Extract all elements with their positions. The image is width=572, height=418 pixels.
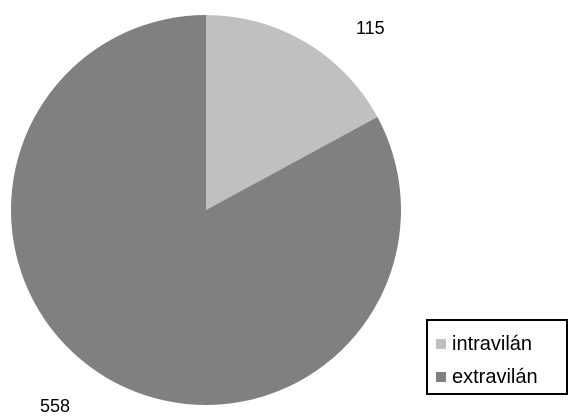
data-label-intravilan: 115: [356, 18, 385, 38]
legend: intravilán extravilán: [426, 319, 568, 395]
pie-slice-intravilan: [206, 15, 378, 210]
legend-label-extravilan: extravilán: [452, 365, 538, 388]
legend-item-extravilan: extravilán: [436, 360, 566, 393]
legend-item-intravilan: intravilán: [436, 327, 566, 360]
legend-swatch-intravilan: [436, 338, 446, 349]
legend-label-intravilan: intravilán: [452, 332, 533, 355]
data-label-extravilan: 558: [40, 396, 71, 416]
legend-swatch-extravilan: [436, 371, 446, 382]
pie-slice-extravilan: [11, 15, 402, 405]
